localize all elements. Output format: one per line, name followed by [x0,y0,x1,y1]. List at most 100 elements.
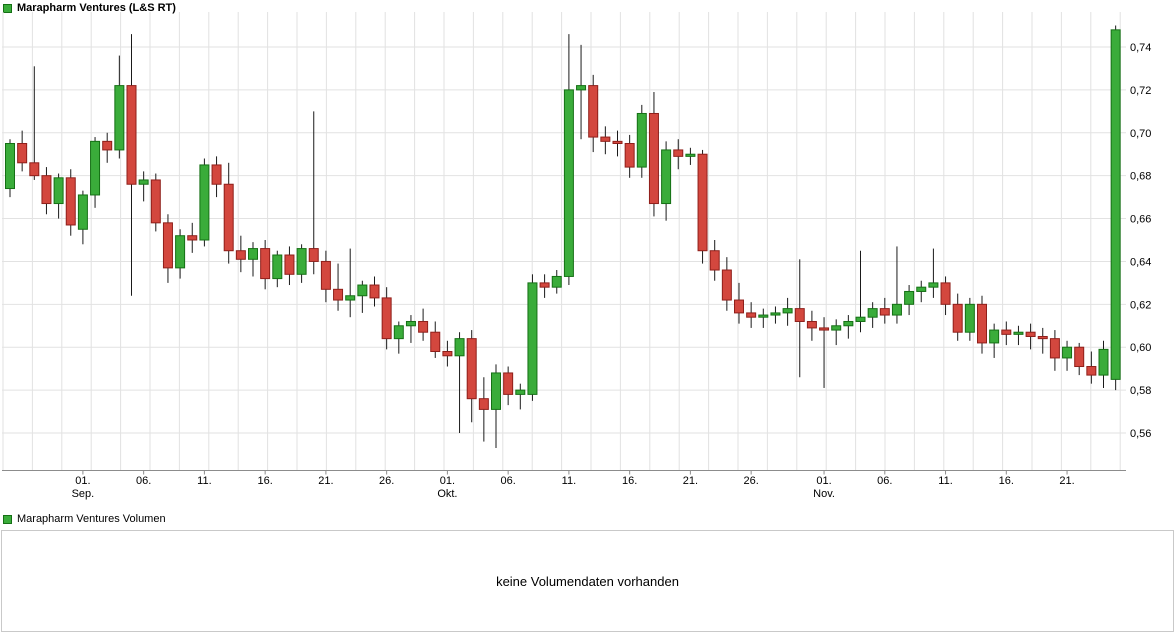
candle-body [661,149,672,205]
candle-body [940,282,951,305]
candle-body [600,136,611,142]
candle-body [102,140,113,151]
candle-body [138,179,149,185]
x-axis-tick-label: 21. [318,475,333,487]
candle-body [53,177,64,205]
x-axis-tick-label: 01. [816,475,831,487]
candle-body [746,312,757,318]
candle-body [551,275,562,288]
y-axis-tick-label: 0,62 [1130,299,1151,311]
candle-body [989,329,1000,344]
candle-body [162,222,173,269]
candlestick-chart: 01.Sep.06. 11. 16. 21. 26. 01.Okt.06. 11. 16. 21… [2,12,1151,500]
candle-body [1037,335,1048,340]
candle-body [284,254,295,275]
candle-body [90,140,101,196]
x-axis-tick-label: 26. [744,475,759,487]
candle-body [515,389,526,395]
candle-body [977,303,987,344]
x-axis-tick-label: 01. [440,475,455,487]
candle-body [916,286,927,292]
candle-body [29,162,40,177]
x-axis-tick-label: 11. [562,475,576,487]
x-axis-tick-label: 21. [683,475,698,487]
volume-panel: keine Volumendaten vorhanden [1,530,1174,632]
x-axis-tick-label: 16. [622,475,637,487]
x-axis-tick-label: 11. [938,475,952,487]
candle-body [697,153,708,252]
candle-body [770,312,781,316]
candle-body [442,351,453,357]
candle-body [1013,331,1024,335]
x-axis-month-label: Sep. [72,488,95,500]
candle-body [333,288,344,301]
candle-body [1110,29,1121,380]
candle-body [1025,331,1036,337]
x-axis-tick-label: 16. [999,475,1014,487]
candle-body [187,235,198,241]
legend-color-swatch [3,514,12,524]
candle-body [648,112,659,205]
candle-body [721,269,732,301]
x-axis-tick-label: 01. [75,475,90,487]
candle-body [478,398,489,410]
candle-body [867,308,878,318]
candle-body [272,254,283,280]
candle-body [928,282,939,288]
candle-body [1086,366,1097,376]
candle-body [794,308,805,322]
candle-body [211,164,222,185]
volume-legend: Marapharm Ventures Volumen [3,513,166,525]
candle-body [150,179,161,224]
candle-body [405,320,416,327]
candle-body [1098,348,1109,376]
x-axis-month-label: Okt. [437,488,457,500]
y-axis-tick-label: 0,74 [1130,42,1151,54]
candle-body [782,308,793,314]
candle-body [503,372,514,395]
x-axis-month-label: Nov. [813,488,835,500]
candle-body [1049,338,1060,359]
candle-body [831,325,842,331]
candle-body [819,327,830,331]
candle-body [904,290,915,305]
candle-body [1062,346,1073,359]
candle-body [248,248,258,260]
candle-body [758,314,769,318]
y-axis-tick-label: 0,56 [1130,428,1151,440]
candle-body [466,338,477,400]
x-axis-tick-label: 06. [501,475,516,487]
volume-message: keine Volumendaten vorhanden [496,573,679,589]
candles [5,25,1121,449]
candle-body [563,89,574,277]
candle-body [1074,346,1085,368]
y-axis-tick-label: 0,64 [1130,256,1151,268]
candle-body [734,299,744,314]
y-axis-tick-label: 0,70 [1130,128,1151,140]
candle-body [685,153,696,157]
candle-body [612,140,623,144]
candle-body [175,235,186,269]
candle-body [199,164,210,241]
y-axis-tick-label: 0,66 [1130,214,1151,226]
candle-body [381,297,392,340]
y-axis-tick-label: 0,68 [1130,171,1151,183]
candle-body [77,194,88,230]
candle-body [527,282,538,395]
candle-body [806,320,817,329]
candle-body [114,85,125,151]
volume-legend-label: Marapharm Ventures Volumen [17,513,166,525]
candle-body [65,177,76,226]
candle-body [855,316,866,322]
candle-body [17,142,28,164]
candle-body [636,112,647,168]
candle-body [576,85,587,91]
y-axis-labels: 0,74 0,72 0,70 0,68 0,66 0,64 0,62 0,60 0,58 0,56 [1130,42,1151,440]
candle-body [952,303,963,333]
x-axis-tick-label: 26. [379,475,394,487]
candle-body [260,248,271,280]
candle-body [964,303,975,333]
candle-body [891,303,902,316]
y-axis-tick-label: 0,58 [1130,385,1151,397]
candle-body [41,175,52,205]
